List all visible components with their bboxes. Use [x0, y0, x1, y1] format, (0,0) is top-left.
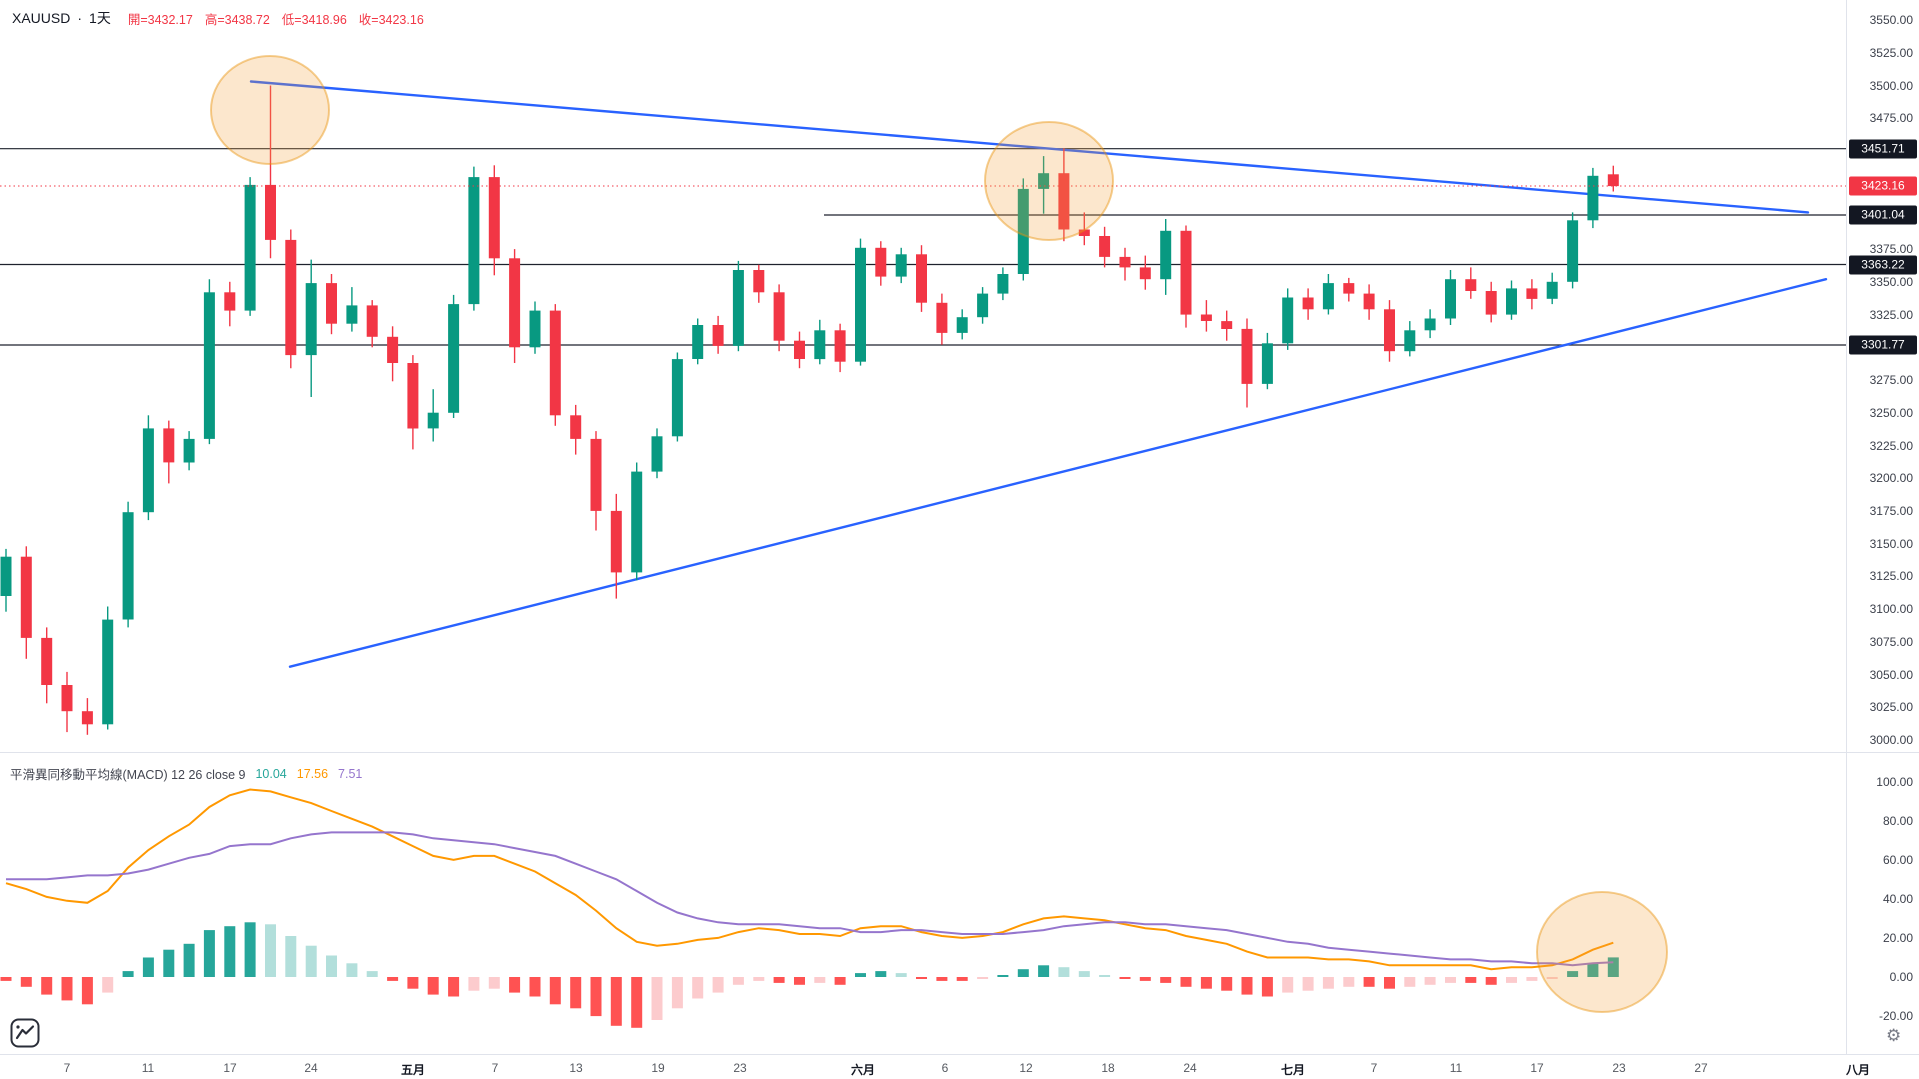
- time-tick-label: 七月: [1280, 1063, 1306, 1077]
- time-axis[interactable]: 7 11 17 24 五月 7 13 19 23 六月 6 12 18 24 七月 7 11 17 23 27 八月: [0, 1055, 1919, 1079]
- price-tick-label: 3350.00: [1869, 274, 1913, 289]
- price-badge: 3423.16: [1849, 176, 1917, 196]
- price-tick-label: 3125.00: [1869, 569, 1913, 584]
- price-tick-label: 3550.00: [1869, 13, 1913, 27]
- macd-signal-line[interactable]: [6, 831, 1614, 967]
- highlight-circle[interactable]: [984, 121, 1114, 241]
- time-tick-label: 17: [223, 1061, 237, 1075]
- price-tick-label: 3525.00: [1869, 45, 1913, 60]
- time-tick-label: 27: [1694, 1061, 1708, 1075]
- price-tick-label: 3175.00: [1869, 503, 1913, 518]
- price-axis[interactable]: 3550.00 3525.00 3500.00 3475.00 3375.00 3350.…: [1847, 0, 1919, 752]
- timeframe-label[interactable]: 1天: [89, 10, 111, 26]
- macd-tick-label: 20.00: [1882, 930, 1913, 945]
- macd-indicator-axis[interactable]: 100.00 80.00 60.00 40.00 20.00 0.00 -20.00: [1847, 752, 1919, 1054]
- time-tick-label: 6: [941, 1061, 949, 1075]
- time-tick-label: 7: [63, 1061, 71, 1075]
- ohlc-readout: 開=3432.17 高=3438.72 低=3418.96 收=3423.16: [128, 9, 424, 28]
- time-tick-label: 7: [1370, 1061, 1378, 1075]
- time-tick-label: 12: [1019, 1061, 1033, 1075]
- symbol-separator: ·: [77, 10, 83, 26]
- time-tick-label: 18: [1101, 1061, 1115, 1075]
- time-tick-label: 13: [569, 1061, 583, 1075]
- price-tick-label: 3075.00: [1869, 634, 1913, 649]
- macd-tick-label: 100.00: [1876, 774, 1913, 789]
- price-tick-label: 3000.00: [1869, 733, 1913, 747]
- macd-histogram[interactable]: [0, 922, 1619, 1028]
- macd-signal-value: 7.51: [338, 766, 363, 781]
- price-badge: 3451.71: [1849, 139, 1917, 159]
- price-tick-label: 3375.00: [1869, 242, 1913, 257]
- price-tick-label: 3025.00: [1869, 700, 1913, 715]
- ohlc-high: 高=3438.72: [204, 12, 270, 27]
- time-tick-label: 六月: [850, 1063, 876, 1077]
- price-tick-label: 3275.00: [1869, 373, 1913, 387]
- time-tick-label: 17: [1530, 1061, 1544, 1075]
- price-tick-label: 3150.00: [1869, 536, 1913, 551]
- price-tick-label: 3250.00: [1869, 405, 1913, 420]
- time-tick-label: 24: [304, 1061, 318, 1075]
- trendline-descending[interactable]: [249, 80, 1810, 214]
- price-tick-label: 3500.00: [1869, 78, 1913, 93]
- time-tick-label: 19: [651, 1061, 665, 1075]
- ohlc-open: 開=3432.17: [127, 12, 193, 27]
- tradingview-logo-icon: [10, 1018, 40, 1048]
- macd-tick-label: -20.00: [1878, 1009, 1913, 1024]
- settings-gear-icon[interactable]: ⚙: [1886, 1026, 1902, 1045]
- macd-indicator-title[interactable]: 平滑異同移動平均線(MACD) 12 26 close 9: [10, 768, 246, 782]
- symbol-legend: XAUUSD · 1天 開=3432.17 高=3438.72 低=3418.9…: [12, 8, 424, 28]
- trendline-ascending[interactable]: [288, 278, 1828, 668]
- macd-tick-label: 40.00: [1882, 891, 1913, 906]
- tradingview-logo[interactable]: [10, 1018, 40, 1048]
- price-badge: 3363.22: [1849, 255, 1917, 274]
- price-tick-label: 3100.00: [1869, 602, 1913, 617]
- macd-histogram-value: 10.04: [255, 766, 287, 781]
- macd-legend: 平滑異同移動平均線(MACD) 12 26 close 9 10.04 17.5…: [10, 764, 362, 783]
- ohlc-close: 收=3423.16: [358, 12, 424, 27]
- candlesticks[interactable]: [0, 85, 1619, 735]
- macd-tick-label: 80.00: [1882, 813, 1913, 828]
- price-badge: 3401.04: [1849, 205, 1917, 225]
- time-tick-label: 八月: [1845, 1063, 1871, 1077]
- macd-line[interactable]: [5, 788, 1614, 971]
- price-badge: 3301.77: [1849, 335, 1917, 355]
- macd-tick-label: 60.00: [1882, 852, 1913, 867]
- time-tick-label: 7: [491, 1061, 499, 1075]
- highlight-circle[interactable]: [1536, 891, 1668, 1013]
- price-tick-label: 3325.00: [1869, 307, 1913, 322]
- symbol-name[interactable]: XAUUSD: [12, 10, 71, 26]
- time-tick-label: 11: [1449, 1061, 1463, 1075]
- macd-line-value: 17.56: [296, 766, 329, 781]
- time-tick-label: 23: [733, 1061, 747, 1075]
- time-tick-label: 23: [1612, 1061, 1626, 1075]
- price-tick-label: 3050.00: [1869, 667, 1913, 682]
- time-tick-label: 24: [1183, 1061, 1197, 1075]
- ohlc-low: 低=3418.96: [281, 12, 347, 27]
- time-tick-label: 11: [141, 1061, 155, 1075]
- time-tick-label: 五月: [400, 1063, 426, 1077]
- price-tick-label: 3475.00: [1869, 111, 1913, 126]
- price-tick-label: 3225.00: [1869, 438, 1913, 453]
- highlight-circle[interactable]: [210, 55, 330, 165]
- price-tick-label: 3200.00: [1869, 471, 1913, 486]
- macd-tick-label: 0.00: [1889, 970, 1913, 984]
